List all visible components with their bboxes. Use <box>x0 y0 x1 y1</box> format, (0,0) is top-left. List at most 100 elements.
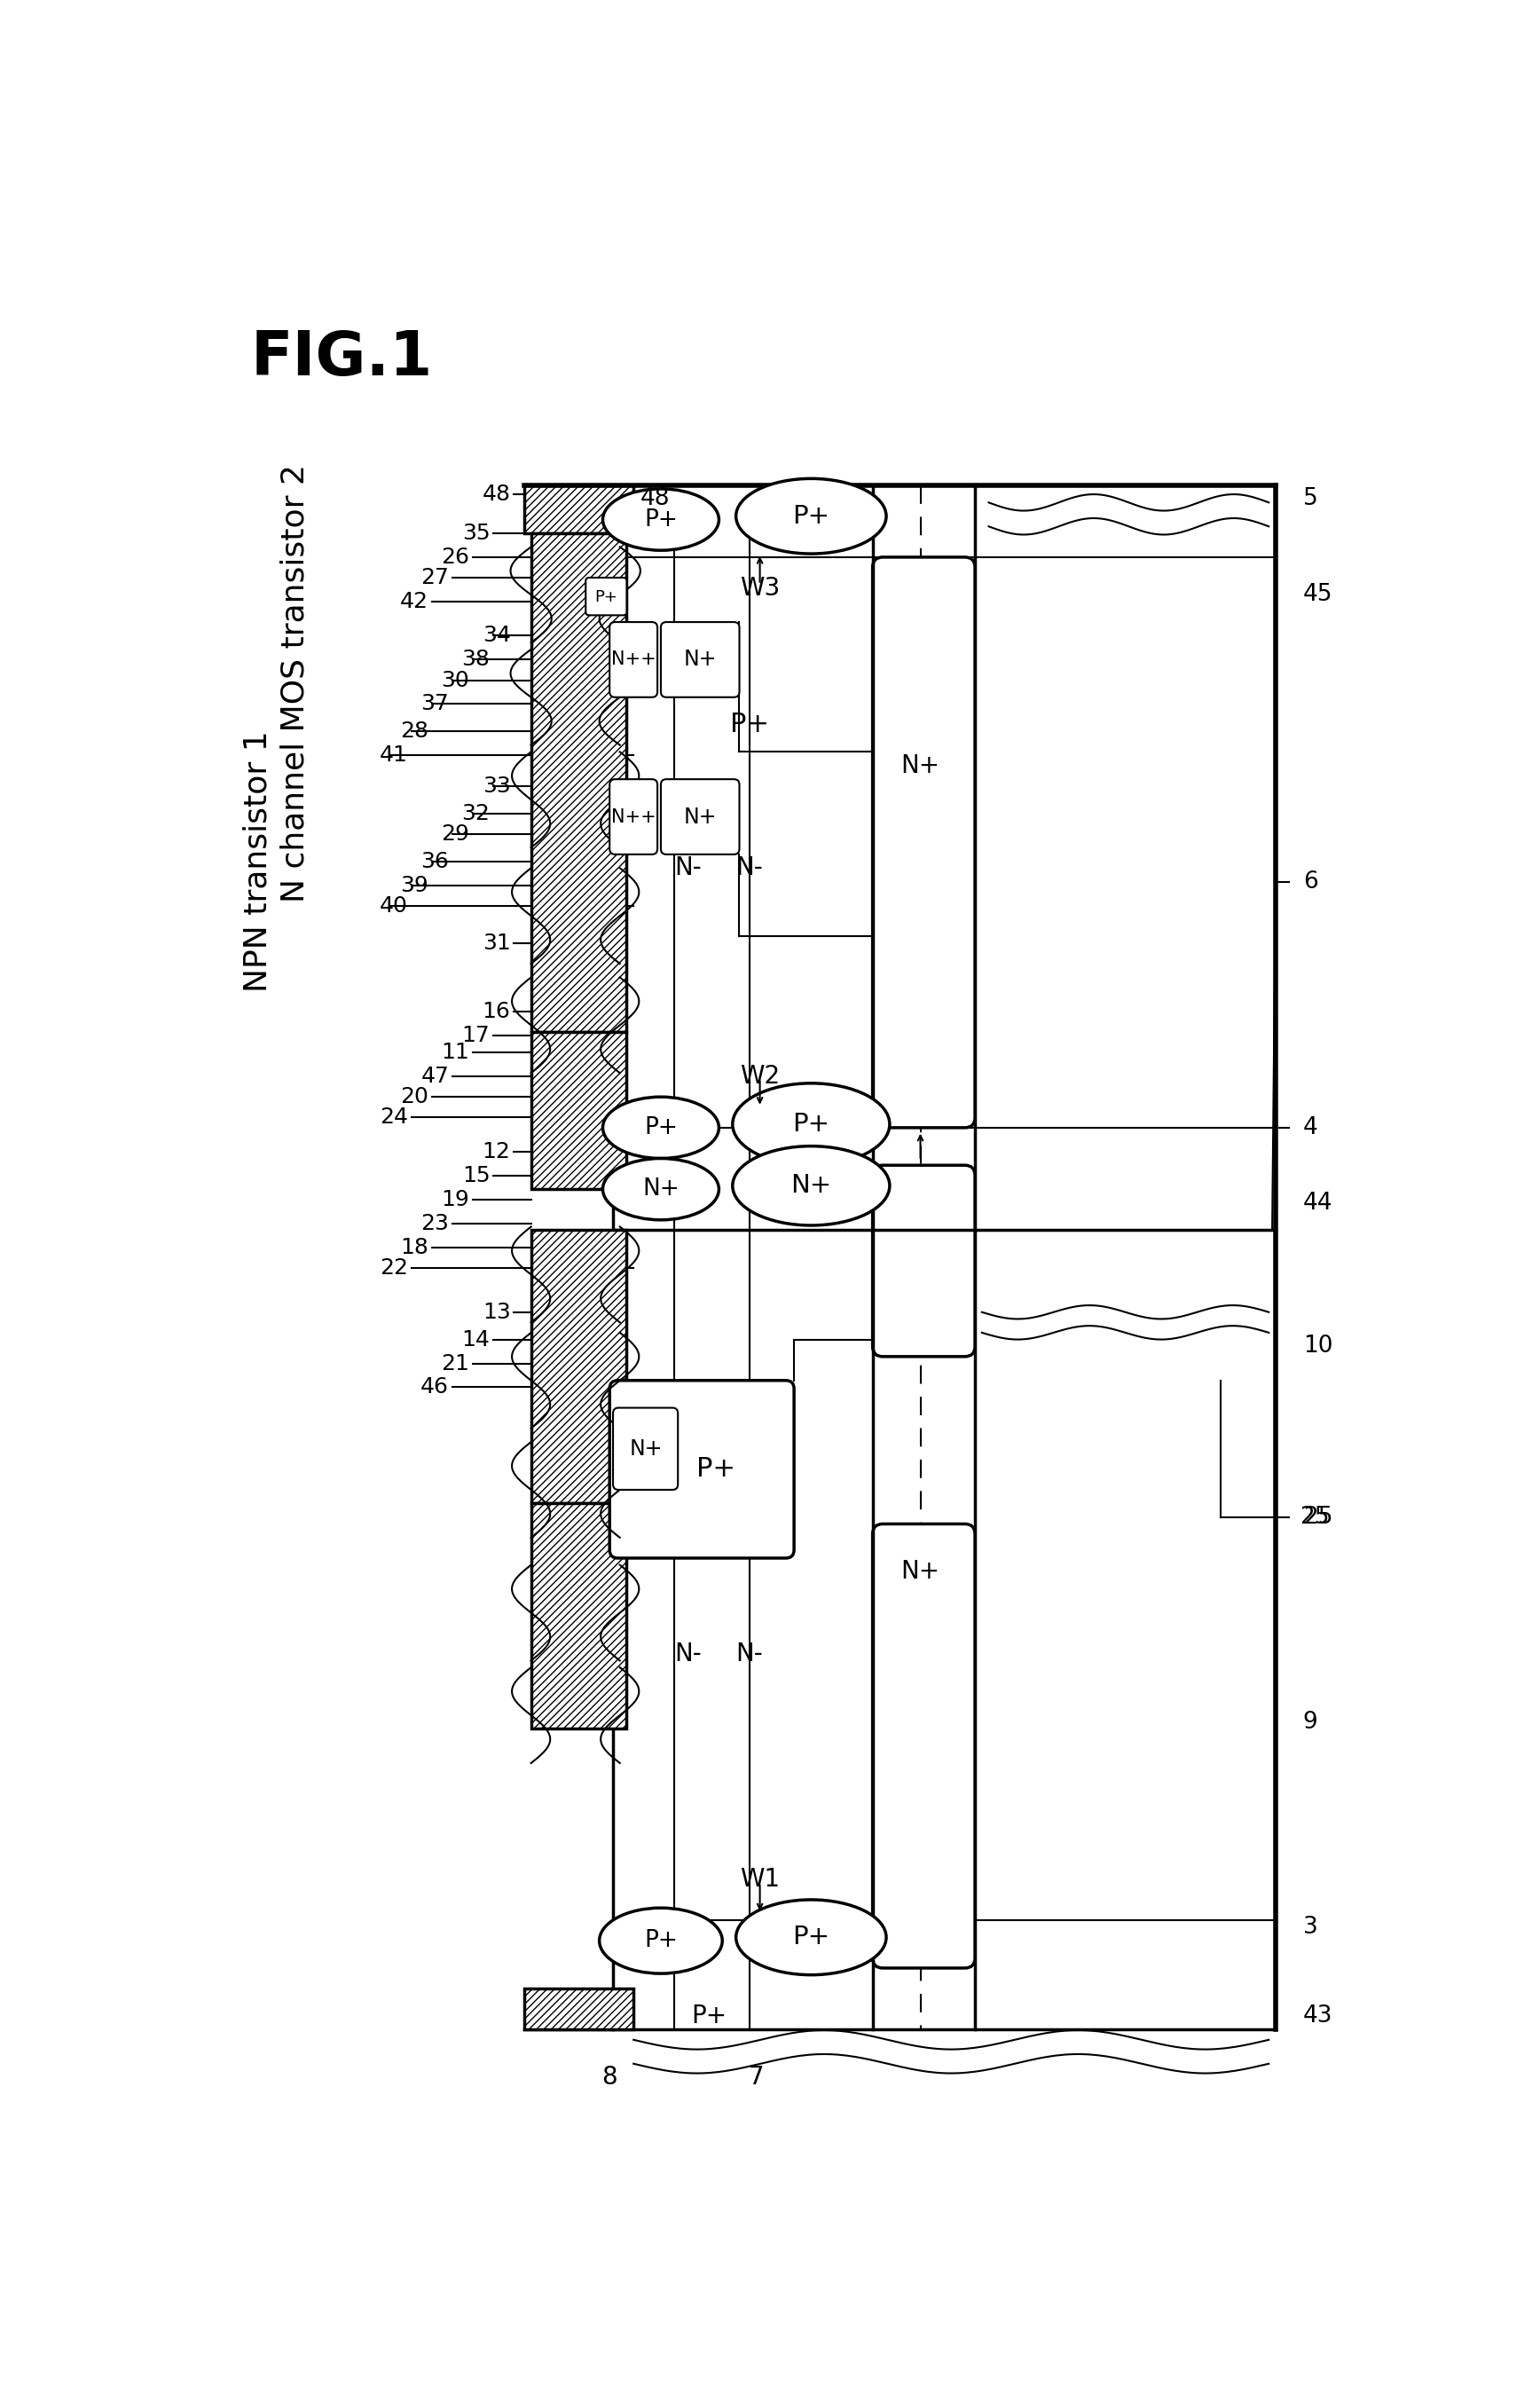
Text: 45: 45 <box>1303 584 1332 606</box>
FancyBboxPatch shape <box>610 622 658 697</box>
Text: 32: 32 <box>462 802 490 824</box>
Text: 10: 10 <box>1303 1336 1332 1357</box>
Text: P+: P+ <box>644 1930 678 1951</box>
Text: P+: P+ <box>644 1116 678 1140</box>
FancyBboxPatch shape <box>873 1166 975 1357</box>
FancyBboxPatch shape <box>610 1381 795 1558</box>
Text: 27: 27 <box>420 567 450 589</box>
Text: 12: 12 <box>482 1142 511 1161</box>
Text: 6: 6 <box>1303 869 1318 893</box>
Text: 11: 11 <box>442 1041 470 1063</box>
Bar <box>531 1032 627 1190</box>
Text: N+: N+ <box>630 1439 662 1460</box>
Text: 36: 36 <box>420 850 450 871</box>
Text: 28: 28 <box>400 721 428 742</box>
Text: NPN transistor 1: NPN transistor 1 <box>243 730 273 991</box>
Text: 5: 5 <box>1303 488 1318 510</box>
Text: 34: 34 <box>482 625 511 646</box>
Text: W2: W2 <box>739 1063 779 1089</box>
Text: 13: 13 <box>482 1302 511 1324</box>
Text: P+: P+ <box>691 2004 727 2028</box>
Text: 20: 20 <box>400 1087 428 1108</box>
Text: N++: N++ <box>611 807 656 826</box>
Text: 42: 42 <box>400 591 428 613</box>
FancyBboxPatch shape <box>613 1408 678 1489</box>
Text: N channel MOS transistor 2: N channel MOS transistor 2 <box>280 464 311 903</box>
Ellipse shape <box>602 488 719 551</box>
Text: 21: 21 <box>442 1353 470 1374</box>
Text: P+: P+ <box>730 711 768 737</box>
Text: 14: 14 <box>462 1329 490 1350</box>
Text: W3: W3 <box>739 575 779 601</box>
Text: FIG.1: FIG.1 <box>251 328 433 388</box>
Text: N+: N+ <box>642 1178 679 1202</box>
Bar <box>524 1989 633 2030</box>
Text: 47: 47 <box>420 1065 450 1087</box>
Text: 7: 7 <box>748 2066 764 2090</box>
Ellipse shape <box>736 479 885 553</box>
Ellipse shape <box>599 1908 722 1973</box>
Text: 22: 22 <box>380 1257 408 1278</box>
Ellipse shape <box>602 1159 719 1221</box>
Text: P+: P+ <box>793 1111 830 1137</box>
Text: P+: P+ <box>793 1925 830 1949</box>
Text: P+: P+ <box>696 1456 735 1482</box>
Text: 19: 19 <box>442 1190 470 1209</box>
Text: N-: N- <box>675 1642 702 1666</box>
Text: 41: 41 <box>380 745 408 766</box>
Text: 18: 18 <box>400 1238 428 1257</box>
Text: P+: P+ <box>793 503 830 529</box>
Text: 25: 25 <box>1303 1506 1332 1530</box>
Text: 48: 48 <box>641 488 670 510</box>
Text: 48: 48 <box>482 484 511 505</box>
Text: 39: 39 <box>400 874 428 895</box>
Text: 43: 43 <box>1303 2004 1332 2028</box>
Text: 33: 33 <box>482 776 511 797</box>
Bar <box>531 1503 627 1728</box>
FancyBboxPatch shape <box>610 778 658 855</box>
FancyBboxPatch shape <box>661 622 739 697</box>
Text: 24: 24 <box>380 1106 408 1128</box>
Text: 17: 17 <box>462 1025 490 1046</box>
Text: N++: N++ <box>611 651 656 668</box>
Text: 9: 9 <box>1303 1712 1318 1733</box>
Text: W1: W1 <box>739 1867 779 1891</box>
Ellipse shape <box>733 1147 890 1226</box>
Ellipse shape <box>733 1082 890 1166</box>
Text: 15: 15 <box>462 1166 490 1185</box>
Text: 30: 30 <box>442 670 470 692</box>
Text: N+: N+ <box>901 754 939 778</box>
Ellipse shape <box>736 1901 885 1975</box>
Bar <box>524 486 633 534</box>
Text: N+: N+ <box>684 649 718 670</box>
Text: 35: 35 <box>462 522 490 543</box>
Text: 8: 8 <box>602 2066 618 2090</box>
Text: 3: 3 <box>1303 1915 1318 1939</box>
FancyBboxPatch shape <box>661 778 739 855</box>
Text: 4: 4 <box>1303 1116 1318 1140</box>
Bar <box>531 1231 627 1503</box>
FancyBboxPatch shape <box>873 558 975 1128</box>
Bar <box>531 534 627 1032</box>
Text: N+: N+ <box>684 807 718 828</box>
Text: 38: 38 <box>462 649 490 670</box>
FancyBboxPatch shape <box>585 577 627 615</box>
Text: 40: 40 <box>380 895 408 917</box>
Text: P+: P+ <box>644 508 678 531</box>
Text: 44: 44 <box>1303 1192 1332 1214</box>
Text: N-: N- <box>736 1642 764 1666</box>
Text: P+: P+ <box>594 589 618 606</box>
Text: 23: 23 <box>420 1214 450 1233</box>
Text: 16: 16 <box>482 1001 511 1022</box>
Text: 26: 26 <box>440 546 470 567</box>
Text: 37: 37 <box>420 694 450 716</box>
Ellipse shape <box>602 1096 719 1159</box>
Text: N-: N- <box>736 855 764 881</box>
FancyBboxPatch shape <box>873 1525 975 1968</box>
Text: N-: N- <box>675 855 702 881</box>
Text: 31: 31 <box>482 934 511 953</box>
Text: N+: N+ <box>901 1558 939 1585</box>
Text: 46: 46 <box>420 1377 450 1398</box>
Text: N+: N+ <box>790 1173 832 1197</box>
Text: 29: 29 <box>442 824 470 845</box>
